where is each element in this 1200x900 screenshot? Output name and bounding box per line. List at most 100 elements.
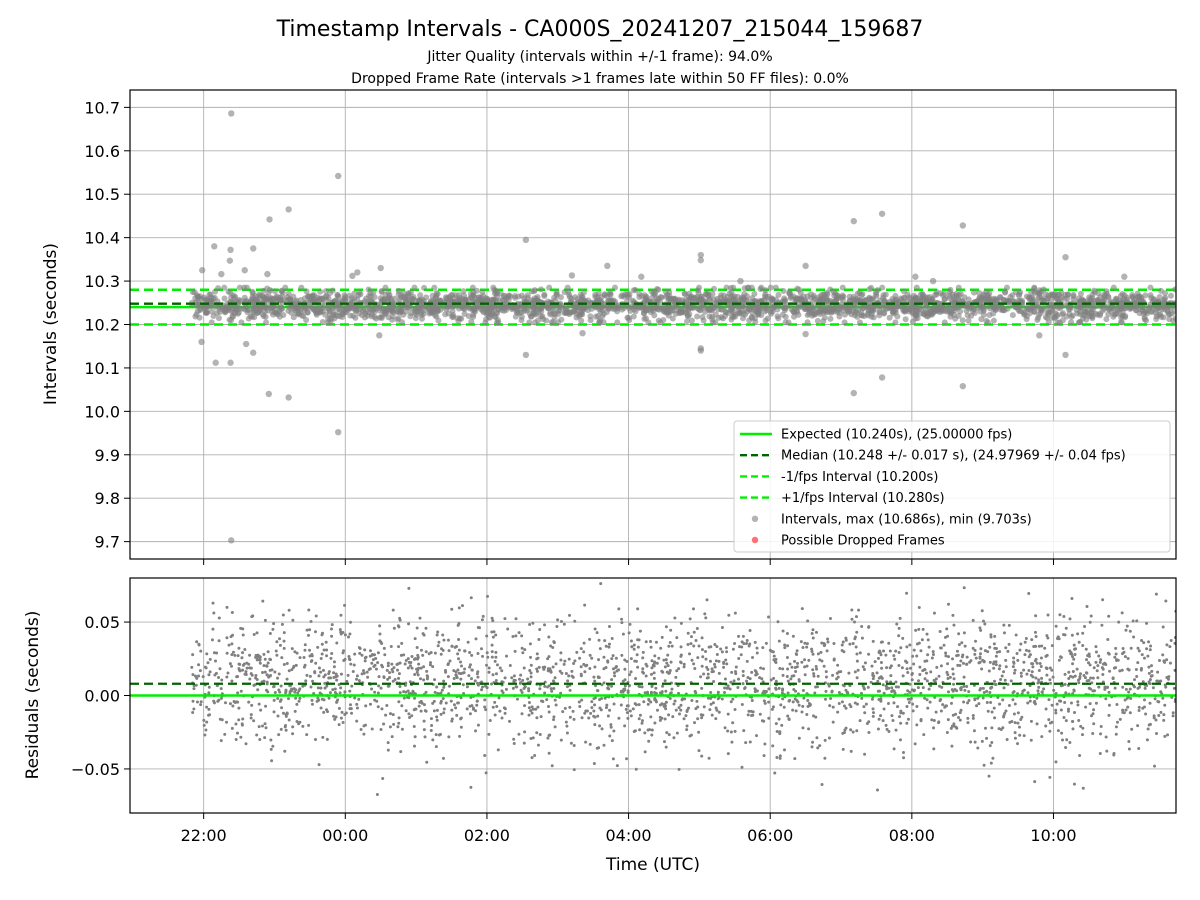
residual-point [468,712,472,716]
residual-point [1122,711,1126,715]
residual-point [793,757,797,761]
residual-point [894,649,898,653]
residual-point [554,703,558,707]
residual-point [389,644,393,648]
intervals-y-tick-label: 9.7 [95,533,120,552]
interval-point [632,286,639,293]
residual-point [534,707,538,711]
residual-point [897,626,901,630]
residual-point [290,688,294,692]
residual-point [1094,660,1098,664]
residual-point [1085,604,1089,608]
residual-point [559,620,563,624]
residual-point [610,636,614,640]
residual-point [849,749,853,753]
residual-point [1069,674,1073,678]
interval-point [731,297,738,304]
residual-point [712,679,716,683]
residual-point [745,641,749,645]
residual-point [1088,620,1092,624]
residual-point [685,724,689,728]
residual-point [263,618,267,622]
residual-point [702,672,706,676]
interval-point [954,304,961,311]
residual-point [620,621,624,625]
residual-point [695,626,699,630]
residual-point [368,702,372,706]
residual-point [513,649,517,653]
residual-point [700,648,704,652]
residual-point [1022,668,1026,672]
interval-point [269,304,276,311]
interval-outlier-point [737,277,744,285]
interval-point [1117,319,1124,326]
interval-point [352,314,359,321]
residual-point [778,754,782,758]
interval-point [434,308,441,315]
residual-point [774,679,778,683]
residual-point [912,662,916,666]
residual-point [1145,647,1149,651]
residual-point [990,726,994,730]
residual-point [646,702,650,706]
interval-point [431,304,438,311]
residual-point [535,731,539,735]
interval-outlier-point [697,251,705,259]
residual-point [355,706,359,710]
interval-point [684,318,691,325]
residual-point [669,628,673,632]
interval-outlier-point [929,277,937,285]
residual-point [647,697,651,701]
residual-point [895,622,899,626]
residual-point [740,765,744,769]
intervals-y-tick-label: 10.5 [84,185,120,204]
residual-point [726,752,730,756]
residual-point [825,649,829,653]
residual-point [842,704,846,708]
residual-point [875,671,879,675]
interval-point [941,319,948,326]
residual-point [572,768,576,772]
residual-point [1064,626,1068,630]
residual-point [230,610,234,614]
residual-point [345,679,349,683]
interval-point [541,293,548,300]
residual-point [541,699,545,703]
interval-point [731,293,738,300]
interval-point [433,292,440,299]
residual-point [291,618,295,622]
interval-point [228,294,235,301]
residual-point [1000,674,1004,678]
residual-point [1169,639,1173,643]
residual-point [430,723,434,727]
interval-point [1034,317,1041,324]
interval-point [385,305,392,312]
residual-point [1081,644,1085,648]
residual-point [208,713,212,717]
residual-point [1012,712,1016,716]
interval-point [366,304,373,311]
residual-point [433,678,437,682]
residual-point [262,664,266,668]
residual-point [1088,663,1092,667]
residual-point [988,645,992,649]
residual-point [538,732,542,736]
residual-point [512,742,516,746]
residual-point [951,713,955,717]
residual-point [614,665,618,669]
residual-point [494,655,498,659]
residual-point [551,665,555,669]
residual-point [195,676,199,680]
residual-point [527,689,531,693]
interval-point [412,315,419,322]
residual-point [810,650,814,654]
interval-point [916,310,923,317]
residual-point [927,687,931,691]
residual-point [528,668,532,672]
interval-point [1136,293,1143,300]
residual-point [606,660,610,664]
residual-point [340,710,344,714]
residual-point [919,691,923,695]
interval-point [501,292,508,299]
interval-point [666,292,673,299]
